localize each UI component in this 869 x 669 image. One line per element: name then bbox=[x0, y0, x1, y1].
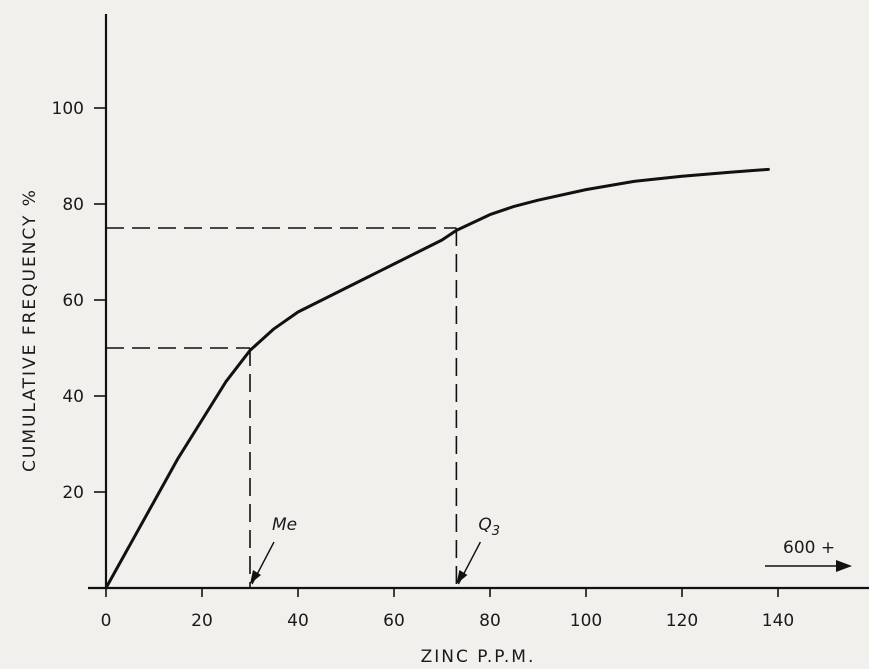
series-line bbox=[104, 167, 770, 590]
x-tick-label: 20 bbox=[191, 611, 213, 631]
x-tick-label: 80 bbox=[479, 611, 501, 631]
x-axis-ticks: 0 20 40 60 80 100 120 140 bbox=[101, 588, 794, 631]
overflow-arrowhead bbox=[836, 560, 852, 572]
annotation-arrowhead bbox=[456, 570, 468, 584]
x-axis-title: ZINC P.P.M. bbox=[421, 647, 536, 667]
annotation-label: Q3 bbox=[478, 515, 500, 539]
y-tick-label: 20 bbox=[62, 483, 84, 503]
y-tick-label: 100 bbox=[52, 99, 84, 119]
x-tick-label: 120 bbox=[666, 611, 698, 631]
annotation-arrowhead bbox=[250, 570, 261, 584]
annotations: Me Q3 600 + bbox=[250, 515, 852, 585]
x-tick-label: 40 bbox=[287, 611, 309, 631]
y-tick-label: 40 bbox=[62, 387, 84, 407]
x-tick-label: 0 bbox=[101, 611, 112, 631]
overflow-note: 600 + bbox=[783, 538, 835, 558]
y-tick-label: 60 bbox=[62, 291, 84, 311]
y-axis-ticks: 20 40 60 80 100 bbox=[52, 99, 106, 503]
annotation-label: Me bbox=[272, 515, 297, 535]
y-axis-title: CUMULATIVE FREQUENCY % bbox=[20, 188, 40, 472]
x-tick-label: 60 bbox=[383, 611, 405, 631]
y-tick-label: 80 bbox=[62, 195, 84, 215]
x-tick-label: 100 bbox=[570, 611, 602, 631]
reference-lines bbox=[106, 227, 458, 588]
axes bbox=[88, 14, 869, 590]
x-tick-label: 140 bbox=[762, 611, 794, 631]
series-group bbox=[104, 167, 770, 590]
